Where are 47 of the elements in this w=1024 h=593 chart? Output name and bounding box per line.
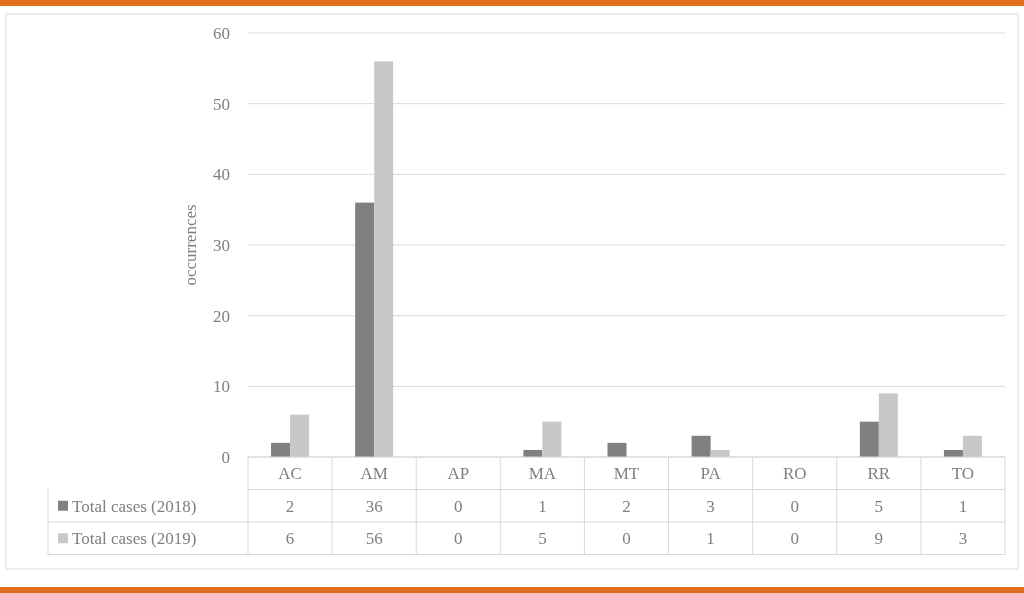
data-label: 2 <box>285 496 295 516</box>
data-label: 56 <box>365 529 383 549</box>
y-tick-label: 60 <box>213 23 230 43</box>
data-label: 2 <box>622 496 631 516</box>
data-label: 6 <box>285 529 295 549</box>
data-label: 0 <box>454 529 463 549</box>
bar <box>374 61 394 457</box>
x-tick-label: RO <box>782 464 807 484</box>
data-label: 0 <box>454 496 463 516</box>
x-tick-label: AC <box>278 464 302 484</box>
legend-label: Total cases (2019) <box>72 529 197 549</box>
bar <box>355 202 375 457</box>
y-tick-label: 50 <box>213 94 230 114</box>
x-tick-label: MT <box>613 464 640 484</box>
bar <box>271 442 291 457</box>
data-label: 0 <box>790 529 799 549</box>
bar <box>859 421 879 457</box>
bar <box>878 393 898 457</box>
data-label: 5 <box>538 529 547 549</box>
y-tick-label: 20 <box>213 306 230 326</box>
bar <box>542 421 562 457</box>
y-tick-label: 40 <box>213 165 230 185</box>
data-label: 3 <box>958 529 968 549</box>
x-tick-label: PA <box>700 464 722 484</box>
x-tick-label: AM <box>360 464 388 484</box>
data-label: 9 <box>874 529 884 549</box>
y-tick-label: 30 <box>213 235 230 255</box>
bar <box>691 435 711 457</box>
x-tick-label: RR <box>867 464 891 484</box>
data-label: 0 <box>622 529 631 549</box>
data-label: 5 <box>874 496 884 516</box>
y-axis-title: occurrences <box>181 204 200 286</box>
legend-label: Total cases (2018) <box>72 496 197 516</box>
y-tick-label: 0 <box>221 447 230 467</box>
x-tick-label: MA <box>528 464 557 484</box>
bar <box>962 435 982 457</box>
data-label: 1 <box>958 496 968 516</box>
y-tick-label: 10 <box>213 377 230 397</box>
data-label: 1 <box>538 496 547 516</box>
bar <box>607 442 627 457</box>
x-tick-label: AP <box>447 464 470 484</box>
data-label: 0 <box>790 496 799 516</box>
x-tick-label: TO <box>951 464 975 484</box>
data-label: 1 <box>706 529 715 549</box>
bar <box>290 414 310 457</box>
data-label: 36 <box>365 496 383 516</box>
data-label: 3 <box>706 496 715 516</box>
